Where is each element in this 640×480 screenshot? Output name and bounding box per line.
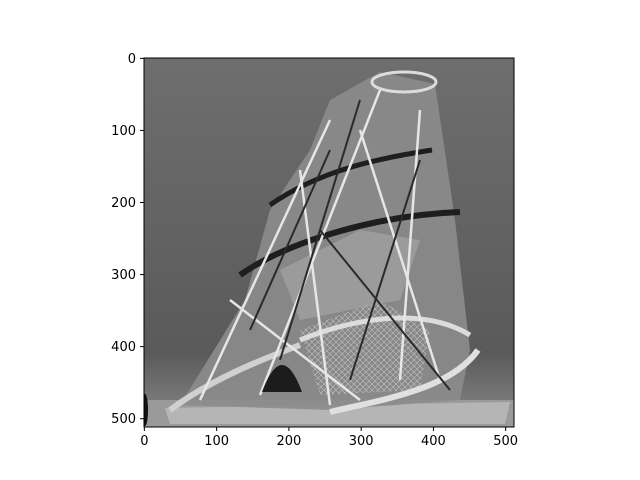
heatmap-image (144, 58, 514, 427)
y-tick-label: 400 (111, 340, 136, 355)
x-tick-label: 0 (140, 434, 148, 449)
x-tick-label: 300 (349, 434, 374, 449)
x-tick-label: 100 (204, 434, 229, 449)
x-tick-label: 200 (276, 434, 301, 449)
y-tick-label: 100 (111, 124, 136, 139)
y-tick-label: 300 (111, 268, 136, 283)
x-tick-label: 400 (421, 434, 446, 449)
x-tick-label: 500 (493, 434, 518, 449)
y-axis-ticks: 0 100 200 300 400 500 (111, 52, 144, 427)
y-tick-label: 500 (111, 412, 136, 427)
axes-frame (143, 57, 515, 428)
y-tick-label: 200 (111, 196, 136, 211)
x-axis-ticks: 0 100 200 300 400 500 (140, 427, 518, 449)
y-tick-label: 0 (128, 52, 136, 67)
